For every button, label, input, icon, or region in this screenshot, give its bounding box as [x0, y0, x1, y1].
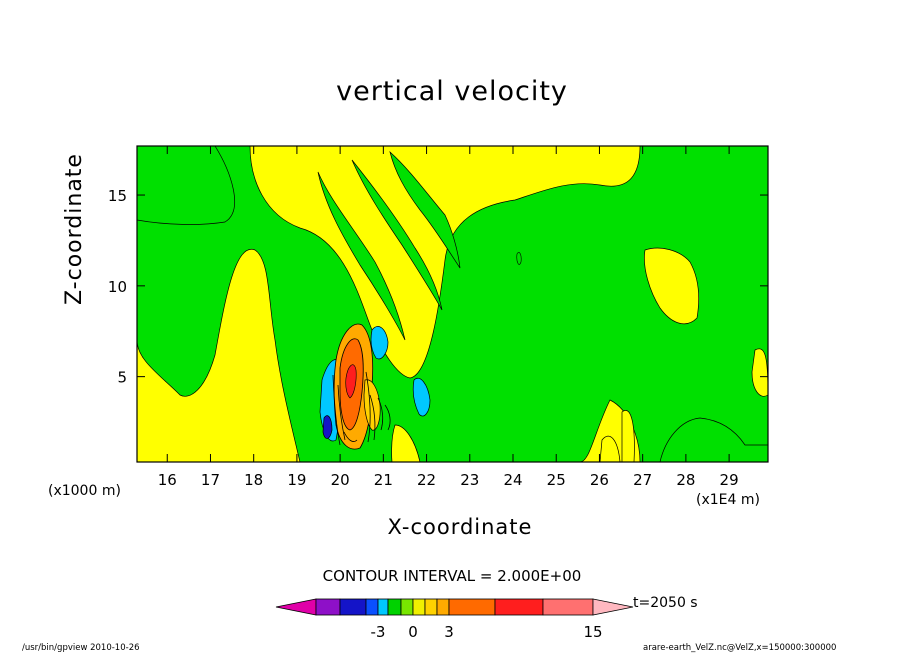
- colorbar: -3 0 3 15: [275, 598, 634, 641]
- colorbar-cell: [448, 598, 496, 616]
- contour-field: [137, 146, 768, 462]
- x-tick-label: 21: [374, 471, 393, 489]
- x-tick-label: 24: [503, 471, 522, 489]
- x-tick-label: 27: [633, 471, 652, 489]
- colorbar-label: 15: [583, 623, 602, 641]
- green-region-band3: [389, 150, 461, 269]
- dark-blue-cell: [322, 415, 333, 439]
- yellow-strip-bottom: [599, 435, 621, 462]
- colorbar-cell: [377, 598, 389, 616]
- x-axis-label: X-coordinate: [387, 515, 533, 539]
- x-tick-label: 22: [417, 471, 436, 489]
- y-tick-label: 5: [117, 369, 127, 387]
- footer-command: /usr/bin/gpview 2010-10-26: [22, 643, 140, 653]
- green-region-band2: [351, 159, 443, 311]
- small-cell-a: [516, 252, 522, 265]
- colorbar-cell: [542, 598, 594, 616]
- x-tick-label: 19: [287, 471, 306, 489]
- x-tick-label: 18: [244, 471, 263, 489]
- x-tick-label: 29: [720, 471, 739, 489]
- plot-frame: [136, 145, 769, 463]
- green-region-right-lower: [659, 417, 768, 462]
- colorbar-cell: [494, 598, 544, 616]
- blue-cell-upper: [370, 326, 389, 360]
- x-tick-label: 20: [331, 471, 350, 489]
- x-tick-label: 26: [590, 471, 609, 489]
- x-axis-unit-right: (x1E4 m): [696, 492, 760, 508]
- y-axis-ticks: 5 10 15: [108, 187, 768, 387]
- colorbar-cell: [412, 598, 426, 616]
- colorbar-cell: [400, 598, 414, 616]
- x-tick-label: 17: [201, 471, 220, 489]
- yellow-island-right: [644, 247, 700, 325]
- footer-source: arare-earth_VelZ.nc@VelZ,x=150000:300000: [643, 643, 837, 653]
- x-tick-label: 25: [547, 471, 566, 489]
- colorbar-cell: [315, 598, 341, 616]
- colorbar-cell: [365, 598, 379, 616]
- colorbar-label: 3: [444, 623, 454, 641]
- colorbar-cell: [436, 598, 450, 616]
- time-label: t=2050 s: [633, 595, 698, 611]
- y-tick-label: 15: [108, 187, 127, 205]
- chart-title: vertical velocity: [336, 76, 568, 107]
- colorbar-cell: [424, 598, 438, 616]
- updraft-red-core: [345, 364, 357, 399]
- green-region-band1: [317, 171, 406, 341]
- x-tick-label: 23: [460, 471, 479, 489]
- colorbar-arrow-high: [592, 598, 634, 616]
- colorbar-arrow-low: [275, 598, 317, 616]
- colorbar-label: 0: [408, 623, 418, 641]
- downdraft-flank: [363, 379, 381, 431]
- x-tick-label: 16: [158, 471, 177, 489]
- x-axis-unit-left: (x1000 m): [48, 483, 121, 499]
- dense-contours: [332, 371, 391, 446]
- x-axis-ticks: 16 17 18 19 20 21 22 23 24 25 26 27 28 29: [158, 146, 739, 489]
- green-region-left: [137, 146, 235, 225]
- x-tick-label: 28: [676, 471, 695, 489]
- colorbar-label: -3: [371, 623, 386, 641]
- colorbar-cell: [339, 598, 367, 616]
- colorbar-cell: [387, 598, 402, 616]
- y-tick-label: 10: [108, 278, 127, 296]
- blue-cell-lower: [412, 377, 431, 417]
- contour-interval-label: CONTOUR INTERVAL = 2.000E+00: [322, 567, 582, 585]
